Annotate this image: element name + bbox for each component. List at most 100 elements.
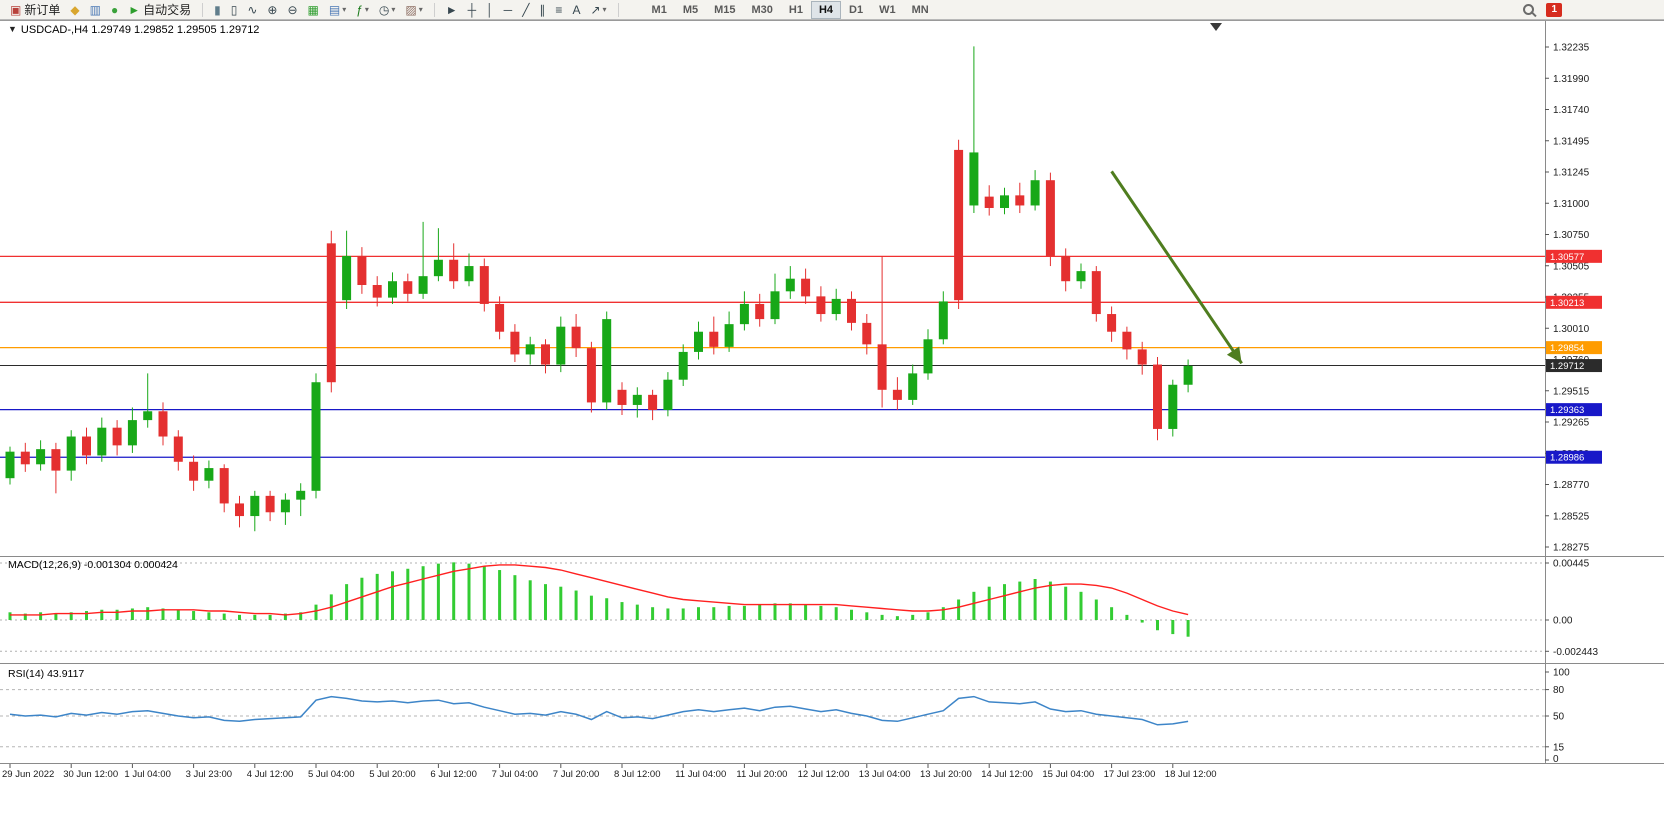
- crosshair-button[interactable]: ┼: [464, 1, 481, 19]
- chart-title-text: USDCAD-,H4 1.29749 1.29852 1.29505 1.297…: [20, 24, 260, 36]
- timeframe-mn-button[interactable]: MN: [911, 3, 929, 16]
- candlestick-chart-button[interactable]: ▯: [227, 1, 242, 19]
- timeframe-h1-button[interactable]: H1: [788, 3, 803, 16]
- price-tag: [1546, 295, 1602, 309]
- svg-text:50: 50: [1553, 712, 1565, 723]
- price-tag: [1546, 341, 1602, 355]
- templates-icon: ▨: [405, 2, 417, 17]
- timeframe-m5-button[interactable]: M5: [682, 3, 699, 16]
- timeframe-m15-button[interactable]: M15: [714, 3, 736, 16]
- fibonacci-button[interactable]: ≡: [551, 1, 566, 19]
- zoom-out-icon: ⊖: [287, 2, 298, 17]
- grid-button[interactable]: ▦: [304, 1, 323, 19]
- vertical-line-button[interactable]: │: [482, 1, 498, 19]
- level-lines-layer[interactable]: [0, 255, 1545, 458]
- chevron-down-icon[interactable]: ▾: [602, 5, 607, 14]
- text-button[interactable]: A: [568, 1, 584, 19]
- svg-text:1.30213: 1.30213: [1550, 298, 1584, 309]
- toolbar-separator: [433, 2, 435, 17]
- gold-icon: ◆: [70, 2, 80, 17]
- auto-trading-button[interactable]: ► 自动交易: [124, 1, 195, 19]
- cursor-button[interactable]: ►: [442, 1, 462, 19]
- timeframe-group: M1 M5 M15 M30 H1 H4 D1 W1 MN: [644, 0, 937, 19]
- macd-indicator-label: MACD(12,26,9) -0.001304 0.000424: [8, 559, 178, 571]
- trend-arrow[interactable]: [1110, 170, 1243, 365]
- timeframe-w1-button[interactable]: W1: [879, 3, 896, 16]
- svg-text:1.28525: 1.28525: [1553, 511, 1590, 522]
- data-window-icon[interactable]: ▥: [86, 1, 105, 19]
- auto-trading-icon: ►: [128, 2, 141, 17]
- candles-layer: [5, 46, 1193, 532]
- price-tag: [1546, 359, 1602, 373]
- grid-icon: ▦: [307, 2, 319, 17]
- svg-text:1 Jul 04:00: 1 Jul 04:00: [124, 769, 170, 780]
- notification-badge[interactable]: 1: [1546, 2, 1562, 17]
- timeframe-d1-button[interactable]: D1: [849, 3, 864, 16]
- chevron-down-icon[interactable]: ▾: [342, 5, 347, 14]
- time-scale[interactable]: 29 Jun 2022 30 Jun 12:00 1 Jul 04:00 3 Jul …: [2, 764, 1217, 780]
- svg-text:1.31245: 1.31245: [1553, 168, 1590, 179]
- price-tag: [1546, 403, 1602, 417]
- line-chart-button[interactable]: ∿: [243, 1, 261, 19]
- svg-text:7 Jul 04:00: 7 Jul 04:00: [492, 769, 538, 780]
- expand-caret-icon[interactable]: ▼: [8, 24, 17, 34]
- connection-icon[interactable]: ●: [107, 1, 122, 19]
- price-tag: [1546, 249, 1602, 263]
- channel-icon: ∥: [539, 2, 546, 17]
- bar-chart-button[interactable]: ▮: [210, 1, 225, 19]
- svg-text:5 Jul 04:00: 5 Jul 04:00: [308, 769, 354, 780]
- timeframe-m1-button[interactable]: M1: [651, 3, 667, 16]
- svg-text:1.28770: 1.28770: [1553, 480, 1590, 491]
- svg-text:30 Jun 12:00: 30 Jun 12:00: [63, 769, 118, 780]
- vertical-line-icon: │: [486, 2, 494, 17]
- svg-text:11 Jul 20:00: 11 Jul 20:00: [736, 769, 787, 780]
- svg-text:1.29712: 1.29712: [1550, 361, 1584, 372]
- bar-chart-icon: ▮: [214, 2, 221, 17]
- horizontal-line-button[interactable]: ─: [500, 1, 517, 19]
- svg-text:100: 100: [1553, 668, 1570, 679]
- new-order-button[interactable]: ▣ 新订单: [6, 1, 64, 19]
- zoom-in-button[interactable]: ⊕: [263, 1, 281, 19]
- search-icon[interactable]: [1523, 4, 1535, 15]
- chevron-down-icon[interactable]: ▾: [418, 5, 423, 14]
- candlestick-chart-icon: ▯: [230, 2, 238, 17]
- channel-button[interactable]: ∥: [535, 1, 549, 19]
- periods-button[interactable]: ◷ ▾: [375, 1, 400, 19]
- gold-icon[interactable]: ◆: [66, 1, 83, 19]
- connection-icon: ●: [110, 2, 119, 17]
- price-tags-layer: 1.30577 1.30213 1.29854 1.29712 1.29363 1.289…: [1546, 249, 1602, 464]
- arrows-button[interactable]: ↗ ▾: [586, 1, 610, 19]
- svg-text:-0.002443: -0.002443: [1553, 647, 1598, 658]
- svg-text:1.30577: 1.30577: [1550, 252, 1584, 263]
- line-chart-icon: ∿: [247, 2, 258, 17]
- svg-text:0.00: 0.00: [1553, 616, 1573, 627]
- chevron-down-icon[interactable]: ▾: [364, 5, 369, 14]
- svg-text:17 Jul 23:00: 17 Jul 23:00: [1104, 769, 1156, 780]
- auto-trading-button-label: 自动交易: [143, 2, 192, 17]
- rsi-indicator-label: RSI(14) 43.9117: [8, 668, 85, 680]
- svg-text:1.31495: 1.31495: [1553, 136, 1590, 147]
- indicators-button[interactable]: ƒ ▾: [352, 1, 373, 19]
- chart-shift-marker[interactable]: [1210, 23, 1222, 31]
- chevron-down-icon[interactable]: ▾: [391, 5, 396, 14]
- tile-windows-button[interactable]: ▤ ▾: [325, 1, 350, 19]
- svg-text:15 Jul 04:00: 15 Jul 04:00: [1042, 769, 1094, 780]
- svg-text:1.29515: 1.29515: [1553, 386, 1590, 397]
- timeframe-m30-button[interactable]: M30: [751, 3, 773, 16]
- svg-text:1.30010: 1.30010: [1553, 324, 1590, 335]
- horizontal-line-icon: ─: [503, 2, 513, 17]
- templates-button[interactable]: ▨ ▾: [401, 1, 426, 19]
- zoom-out-button[interactable]: ⊖: [283, 1, 301, 19]
- timeframe-h4-button[interactable]: H4: [810, 0, 842, 19]
- zoom-in-icon: ⊕: [267, 2, 278, 17]
- toolbar: ▣ 新订单 ◆ ▥ ● ► 自动交易 ▮ ▯ ∿ ⊕ ⊖ ▦ ▤ ▾ ƒ ▾ ◷ ▾ ▨ ▾ ► ┼ │ ─ ╱ ∥ ≡ A ↗ ▾ M1 M5…: [0, 0, 1664, 20]
- tile-windows-icon: ▤: [328, 2, 341, 17]
- text-icon: A: [572, 2, 581, 17]
- svg-text:13 Jul 04:00: 13 Jul 04:00: [859, 769, 911, 780]
- trendline-button[interactable]: ╱: [518, 1, 533, 19]
- svg-text:14 Jul 12:00: 14 Jul 12:00: [981, 769, 1033, 780]
- svg-text:4 Jul 12:00: 4 Jul 12:00: [247, 769, 293, 780]
- svg-text:5 Jul 20:00: 5 Jul 20:00: [369, 769, 415, 780]
